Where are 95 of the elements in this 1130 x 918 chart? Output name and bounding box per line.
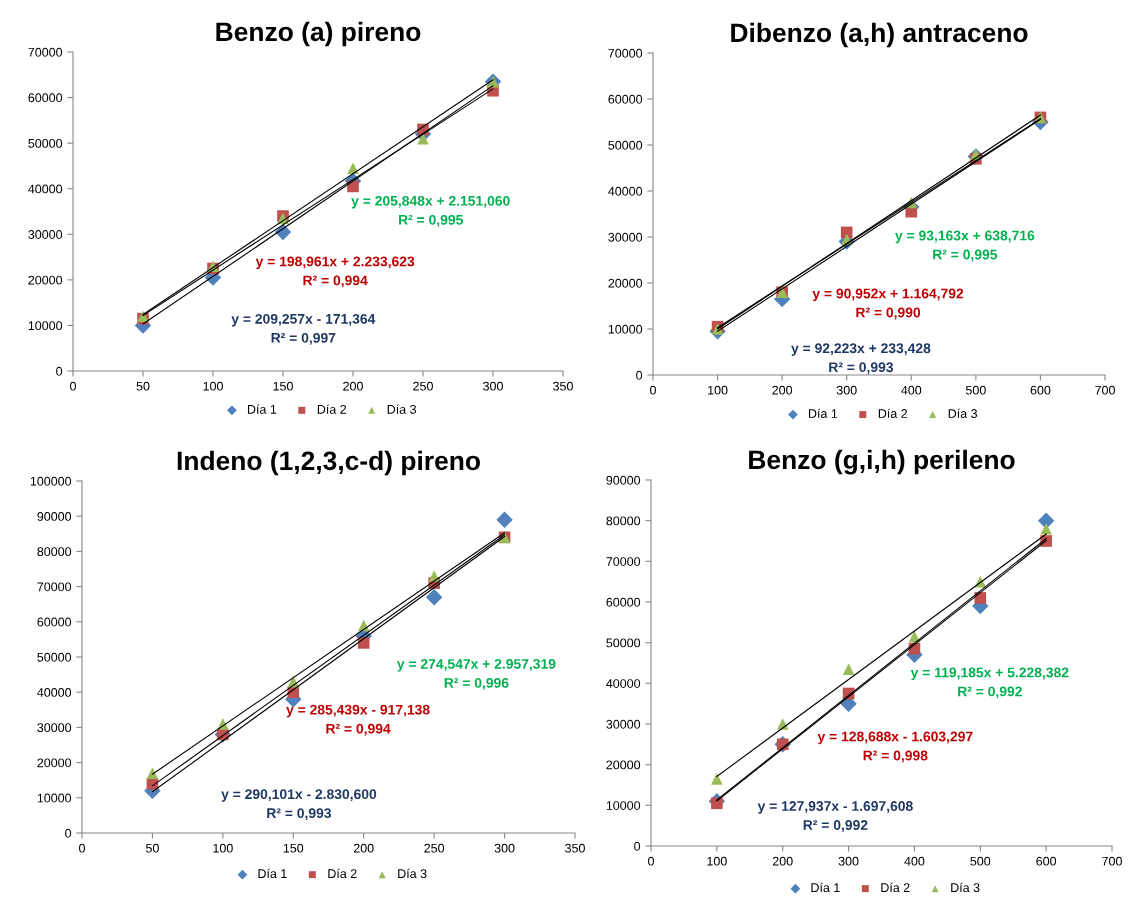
x-tick-label: 300 [494, 843, 515, 853]
y-tick-label: 70000 [37, 582, 72, 592]
y-tick-label: 30000 [606, 719, 641, 729]
x-tick-label: 150 [273, 381, 293, 391]
legend-label: Día 1 [808, 408, 838, 418]
legend-label: Día 1 [258, 868, 287, 879]
x-tick-label: 200 [343, 381, 363, 391]
x-tick-label: 100 [203, 381, 223, 391]
y-tick-label: 50000 [606, 638, 641, 648]
annotation: y = 198,961x + 2.233,623 R² = 0,994 [255, 256, 415, 288]
x-tick-label: 250 [424, 843, 445, 853]
x-tick-label: 50 [145, 843, 159, 853]
y-tick-label: 0 [636, 370, 643, 380]
y-tick-label: 30000 [608, 232, 643, 242]
y-tick-label: 50000 [608, 140, 643, 150]
y-tick-label: 70000 [608, 48, 643, 58]
x-tick-label: 250 [413, 381, 433, 391]
chart-title: Indeno (1,2,3,c-d) pireno [177, 450, 480, 476]
y-tick-label: 40000 [606, 679, 641, 688]
x-tick-label: 200 [772, 385, 793, 395]
x-tick-label: 100 [213, 843, 233, 853]
annotation: y = 119,185x + 5.228,382 R² = 0,992 [910, 667, 1069, 699]
x-tick-label: 400 [904, 856, 925, 866]
y-tick-label: 80000 [37, 547, 72, 557]
x-tick-label: 300 [836, 385, 857, 395]
annotation: y = 93,163x + 638,716 R² = 0,995 [895, 230, 1035, 262]
y-tick-label: 20000 [608, 278, 643, 288]
legend-label: Día 2 [317, 404, 347, 414]
y-tick-label: 20000 [37, 758, 72, 768]
y-tick-label: 90000 [606, 475, 641, 485]
annotation: y = 205,848x + 2.151,060 R² = 0,995 [351, 195, 510, 227]
y-tick-label: 50000 [37, 652, 72, 662]
x-tick-label: 300 [838, 856, 859, 866]
y-tick-label: 0 [56, 366, 63, 376]
x-tick-label: 200 [353, 843, 374, 853]
y-tick-label: 40000 [28, 184, 63, 194]
legend-label: Día 3 [951, 882, 980, 893]
legend-label: Día 2 [328, 868, 357, 879]
legend-label: Día 2 [878, 408, 908, 418]
y-tick-label: 80000 [606, 516, 641, 526]
y-tick-label: 100000 [30, 476, 72, 486]
x-tick-label: 150 [283, 843, 304, 853]
chart-title: Benzo (g,i,h) perileno [749, 449, 1015, 475]
annotation: y = 90,952x + 1.164,792 R² = 0,990 [812, 288, 964, 320]
annotation: y = 274,547x + 2.957,319 R² = 0,996 [396, 659, 556, 690]
y-tick-label: 0 [65, 828, 72, 838]
legend-label: Día 3 [387, 404, 417, 414]
legend-label: Día 1 [811, 882, 840, 893]
legend-label: Día 2 [881, 882, 910, 893]
y-tick-label: 70000 [28, 47, 63, 57]
y-tick-label: 40000 [37, 688, 72, 697]
y-tick-label: 40000 [608, 186, 643, 196]
y-tick-label: 30000 [28, 230, 63, 239]
x-tick-label: 600 [1036, 856, 1057, 866]
x-tick-label: 700 [1102, 856, 1122, 866]
y-tick-label: 10000 [606, 801, 641, 810]
x-tick-label: 200 [772, 856, 793, 866]
y-tick-label: 30000 [37, 723, 72, 733]
legend-label: Día 3 [398, 868, 427, 879]
y-tick-label: 10000 [608, 324, 643, 334]
y-tick-label: 90000 [37, 512, 72, 521]
y-tick-label: 60000 [28, 93, 63, 103]
annotation: y = 128,688x - 1.603,297 R² = 0,998 [817, 731, 973, 763]
x-tick-label: 300 [483, 381, 503, 391]
legend-label: Día 3 [948, 408, 978, 418]
y-tick-label: 70000 [606, 557, 641, 566]
x-tick-label: 350 [553, 381, 573, 391]
annotation: y = 127,937x - 1.697,608 R² = 0,992 [757, 801, 913, 832]
y-tick-label: 10000 [37, 793, 72, 803]
x-tick-label: 400 [901, 385, 922, 395]
x-tick-label: 0 [648, 856, 654, 866]
x-tick-label: 700 [1095, 385, 1115, 395]
y-tick-label: 60000 [608, 94, 643, 104]
y-tick-label: 60000 [37, 617, 72, 627]
annotation: y = 290,101x - 2.830,600 R² = 0,993 [221, 789, 377, 821]
x-tick-label: 100 [707, 856, 727, 866]
y-tick-label: 20000 [606, 760, 641, 770]
x-tick-label: 500 [970, 856, 991, 866]
annotation: y = 209,257x - 171,364 R² = 0,997 [231, 313, 376, 345]
x-tick-label: 0 [650, 385, 656, 395]
y-tick-label: 60000 [606, 597, 641, 607]
x-tick-label: 100 [708, 385, 728, 395]
y-tick-label: 50000 [28, 138, 63, 148]
annotation: y = 285,439x - 917,138 R² = 0,994 [286, 704, 430, 736]
x-tick-label: 50 [136, 381, 150, 391]
legend-label: Día 1 [247, 404, 277, 414]
y-tick-label: 10000 [28, 321, 63, 331]
x-tick-label: 600 [1030, 385, 1051, 395]
x-tick-label: 500 [965, 385, 986, 395]
x-tick-label: 350 [565, 843, 585, 853]
chart-title: Benzo (a) pireno [216, 21, 421, 47]
annotation: y = 92,223x + 233,428 R² = 0,993 [791, 343, 931, 375]
chart-title: Dibenzo (a,h) antraceno [731, 22, 1028, 48]
y-tick-label: 20000 [28, 275, 63, 285]
x-tick-label: 0 [79, 843, 85, 853]
